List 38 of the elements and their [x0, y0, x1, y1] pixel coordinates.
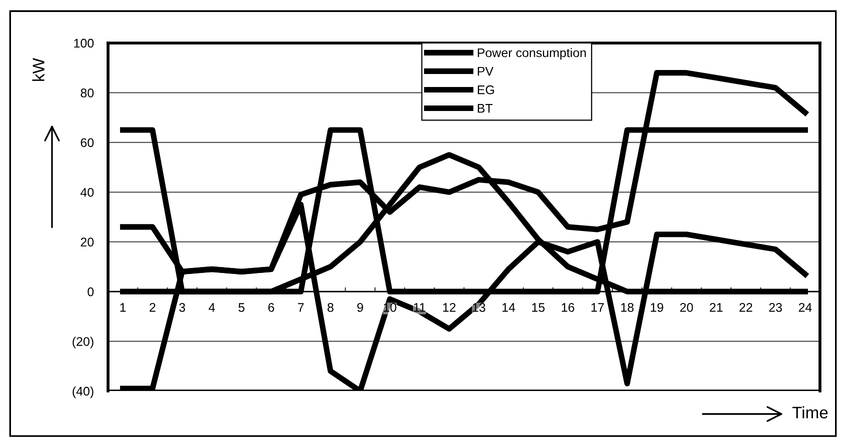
- y-tick-label: (20): [72, 336, 94, 348]
- x-tick-label: 4: [208, 303, 215, 312]
- x-tick-label: 1: [120, 303, 126, 312]
- x-axis-title: Time: [792, 406, 828, 418]
- x-tick-label: 19: [650, 303, 664, 312]
- x-tick-label: 22: [740, 303, 752, 312]
- y-tick-label: 100: [74, 38, 94, 48]
- y-axis-title: kW: [32, 58, 44, 81]
- x-tick-label: 6: [268, 303, 274, 312]
- y-tick-label: 20: [80, 238, 94, 247]
- x-tick-label: 2: [150, 303, 156, 312]
- x-tick-label: 15: [532, 303, 545, 312]
- x-tick-label: 20: [680, 303, 693, 312]
- x-tick-label: 24: [798, 303, 812, 312]
- x-tick-label: 7: [298, 303, 304, 312]
- y-tick-label: 80: [80, 88, 94, 98]
- x-tick-label: 9: [357, 303, 364, 312]
- legend-label: Power consumption: [478, 48, 586, 60]
- legend-label: BT: [478, 104, 493, 113]
- x-tick-label: 3: [179, 303, 186, 312]
- x-tick-label: 5: [238, 303, 244, 312]
- x-tick-label: 23: [769, 303, 782, 312]
- y-tick-label: 0: [88, 287, 94, 296]
- x-tick-label: 17: [592, 303, 604, 312]
- y-tick-label: (40): [72, 386, 94, 398]
- x-tick-label: 8: [328, 303, 334, 312]
- legend-label: PV: [478, 66, 494, 76]
- x-tick-label: 11: [414, 303, 426, 312]
- x-tick-label: 16: [562, 303, 574, 312]
- x-tick-label: 12: [443, 303, 456, 312]
- x-tick-label: 13: [472, 303, 486, 312]
- y-tick-label: 40: [80, 188, 94, 197]
- x-tick-label: 10: [384, 303, 396, 312]
- x-tick-label: 18: [621, 303, 634, 312]
- y-tick-label: 60: [80, 138, 94, 148]
- x-tick-label: 21: [710, 303, 723, 312]
- legend-label: EG: [478, 85, 494, 94]
- x-tick-label: 14: [502, 303, 516, 312]
